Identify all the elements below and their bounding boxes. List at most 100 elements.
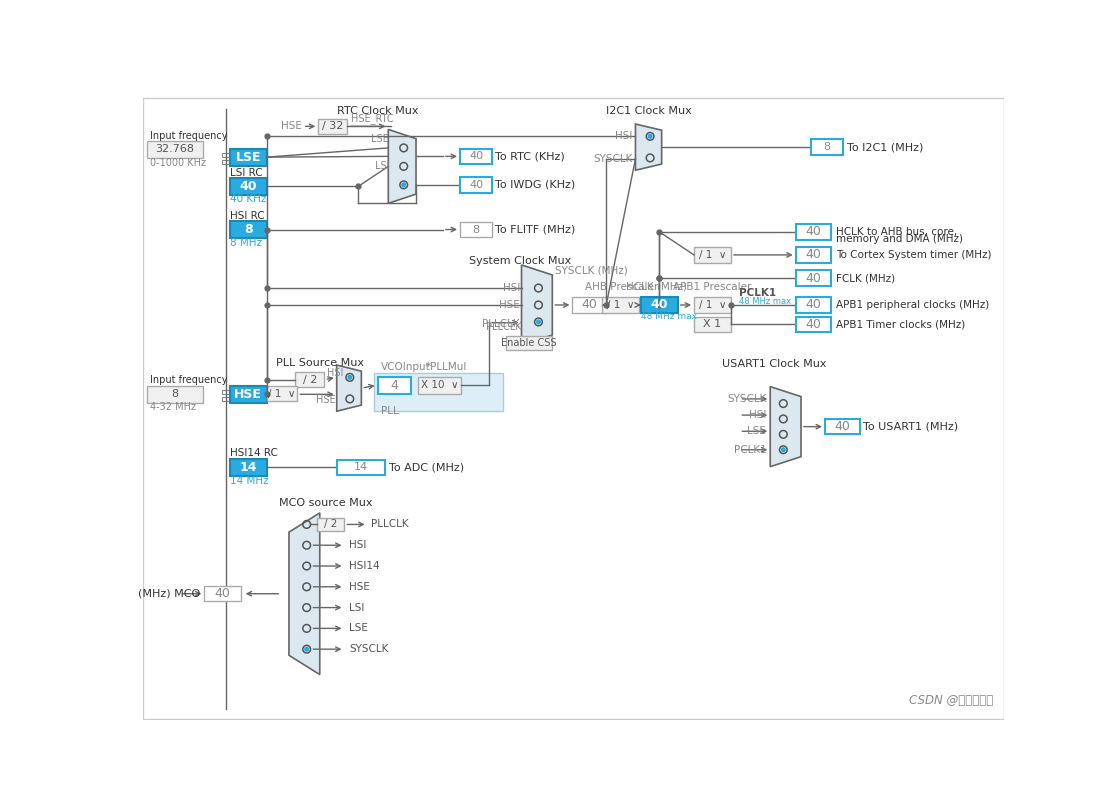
Text: 48 MHz max: 48 MHz max — [641, 312, 697, 321]
Text: Input frequency: Input frequency — [150, 375, 228, 385]
Text: 40: 40 — [806, 299, 821, 311]
Text: HSI: HSI — [328, 368, 344, 378]
Text: 48 MHz max: 48 MHz max — [740, 297, 791, 306]
Text: / 2: / 2 — [302, 375, 317, 384]
Text: LSE: LSE — [235, 150, 261, 163]
Text: 8: 8 — [171, 389, 178, 400]
Bar — [205, 586, 242, 601]
Text: HSE: HSE — [316, 395, 336, 404]
Text: LSE: LSE — [372, 134, 389, 145]
Bar — [796, 316, 831, 332]
Text: SYSCLK: SYSCLK — [349, 644, 388, 654]
Bar — [460, 149, 492, 164]
Bar — [229, 178, 266, 195]
Text: VCOInput: VCOInput — [382, 362, 431, 371]
Text: FCLK (MHz): FCLK (MHz) — [836, 273, 895, 283]
Text: HCLK to AHB bus, core,: HCLK to AHB bus, core, — [836, 227, 957, 237]
Bar — [694, 248, 731, 263]
Bar — [506, 336, 553, 349]
Text: To IWDG (KHz): To IWDG (KHz) — [496, 180, 575, 190]
Text: 0-1000 KHz: 0-1000 KHz — [150, 159, 206, 168]
Circle shape — [781, 448, 786, 451]
Text: To RTC (KHz): To RTC (KHz) — [496, 151, 565, 161]
Text: HCLK (MHz): HCLK (MHz) — [626, 282, 687, 291]
Text: PLLCLK: PLLCLK — [370, 519, 408, 529]
Bar — [229, 221, 266, 238]
Text: SYSCLK: SYSCLK — [593, 154, 632, 163]
Text: 40 KHz: 40 KHz — [229, 194, 266, 205]
Polygon shape — [521, 265, 553, 345]
Text: 4: 4 — [391, 379, 398, 392]
Text: HSI RC: HSI RC — [229, 210, 264, 221]
Bar — [694, 297, 731, 313]
Bar — [825, 419, 861, 434]
Text: 40: 40 — [239, 180, 257, 193]
Bar — [460, 177, 492, 193]
Text: System Clock Mux: System Clock Mux — [469, 256, 571, 266]
Text: HSE: HSE — [234, 388, 262, 400]
Text: PCLK1: PCLK1 — [734, 445, 767, 455]
Bar — [796, 224, 831, 239]
Text: 8 MHz: 8 MHz — [229, 238, 262, 248]
Text: To Cortex System timer (MHz): To Cortex System timer (MHz) — [836, 250, 991, 260]
Bar — [229, 149, 266, 166]
Polygon shape — [770, 387, 801, 467]
Text: PCLK1: PCLK1 — [740, 289, 777, 299]
Text: I2C1 Clock Mux: I2C1 Clock Mux — [605, 106, 692, 116]
Text: HSE: HSE — [349, 582, 370, 592]
Bar — [317, 518, 345, 532]
Bar — [229, 386, 266, 403]
Text: 40: 40 — [582, 299, 598, 311]
Bar — [374, 373, 504, 411]
Text: 14 MHz: 14 MHz — [229, 476, 269, 485]
Text: PLLCLK: PLLCLK — [482, 320, 520, 329]
Text: 8: 8 — [472, 225, 480, 235]
Text: 40: 40 — [215, 587, 231, 600]
Text: USART1 Clock Mux: USART1 Clock Mux — [722, 359, 826, 369]
Text: Enable CSS: Enable CSS — [501, 337, 557, 348]
Text: 40: 40 — [806, 272, 821, 285]
Polygon shape — [388, 129, 416, 203]
Text: 40: 40 — [835, 420, 850, 433]
Bar — [796, 270, 831, 286]
Text: 40: 40 — [469, 180, 483, 190]
Text: 32.768: 32.768 — [156, 145, 194, 155]
Text: / 1  ∨: / 1 ∨ — [698, 250, 726, 260]
Text: / 1  ∨: / 1 ∨ — [269, 388, 295, 399]
Text: X 1: X 1 — [704, 320, 722, 329]
Polygon shape — [289, 513, 320, 675]
Text: 40: 40 — [650, 299, 668, 311]
Circle shape — [304, 647, 309, 651]
Bar — [222, 391, 229, 394]
Text: HSI: HSI — [615, 130, 632, 141]
Text: (MHz) MCO: (MHz) MCO — [138, 589, 200, 599]
Bar — [460, 222, 492, 237]
Text: AHB Prescaler: AHB Prescaler — [585, 282, 658, 291]
Text: SYSCLK (MHz): SYSCLK (MHz) — [555, 265, 628, 275]
Text: LSE: LSE — [349, 624, 368, 633]
Bar — [796, 248, 831, 263]
Text: APB1 peripheral clocks (MHz): APB1 peripheral clocks (MHz) — [836, 300, 989, 310]
Text: 14: 14 — [355, 463, 368, 472]
Bar — [641, 297, 678, 313]
Bar — [694, 316, 731, 332]
Text: To USART1 (MHz): To USART1 (MHz) — [864, 421, 959, 432]
Text: HSI14: HSI14 — [349, 561, 379, 571]
Text: Input frequency: Input frequency — [150, 130, 228, 141]
Bar — [811, 139, 844, 155]
Bar — [572, 297, 606, 313]
Text: HSI: HSI — [349, 540, 366, 550]
Circle shape — [537, 320, 540, 324]
Polygon shape — [636, 124, 661, 170]
Text: APB1 Prescaler: APB1 Prescaler — [674, 282, 752, 291]
Text: PLLCLK: PLLCLK — [486, 321, 521, 332]
Text: RTC Clock Mux: RTC Clock Mux — [337, 106, 419, 116]
Polygon shape — [337, 365, 361, 411]
Text: *PLLMul: *PLLMul — [426, 362, 468, 371]
Bar — [222, 397, 229, 401]
Text: 40: 40 — [806, 248, 821, 261]
Text: HSE_RTC: HSE_RTC — [350, 113, 393, 124]
Text: memory and DMA (MHz): memory and DMA (MHz) — [836, 234, 962, 244]
Text: To I2C1 (MHz): To I2C1 (MHz) — [847, 142, 923, 152]
Bar — [222, 160, 229, 164]
